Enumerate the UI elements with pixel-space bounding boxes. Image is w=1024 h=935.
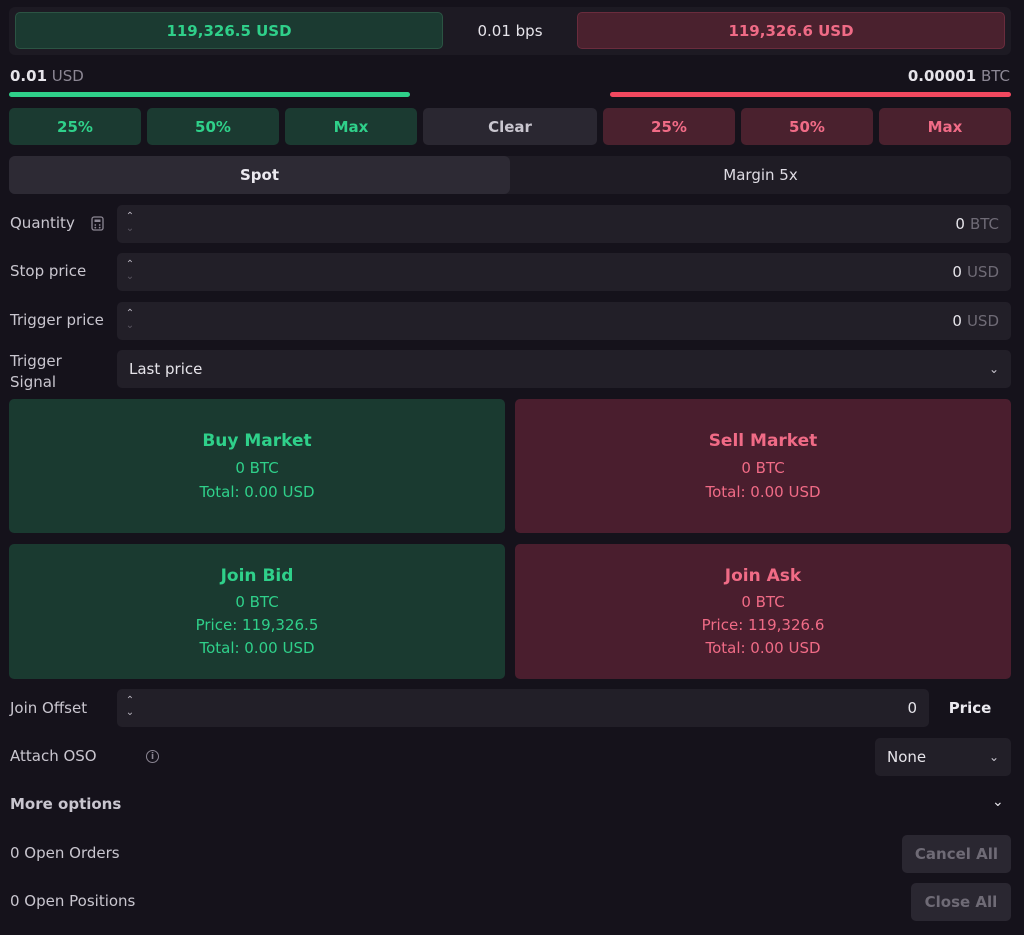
attach-oso-select[interactable]: None ⌄ <box>875 738 1011 776</box>
stop-price-input[interactable]: ⌃ ⌄ 0 USD <box>117 253 1011 291</box>
sell-size-unit: BTC <box>980 67 1010 85</box>
chevron-down-icon: ⌄ <box>988 362 999 376</box>
more-options-toggle[interactable]: More options <box>10 795 122 813</box>
quantity-label: Quantity <box>10 214 75 232</box>
stop-price-label: Stop price <box>10 262 87 280</box>
open-positions-count: 0 Open Positions <box>10 892 136 910</box>
best-bid-button[interactable]: 119,326.5 USD <box>15 12 443 49</box>
info-icon[interactable]: i <box>146 750 159 763</box>
join-offset-input[interactable]: ⌃ ⌄ 0 <box>117 689 929 727</box>
clear-button[interactable]: Clear <box>423 108 597 145</box>
join-offset-stepper[interactable]: ⌃ ⌄ <box>125 695 135 718</box>
spread-readout: 0.01 bps <box>477 21 543 40</box>
join-offset-unit-toggle[interactable]: Price <box>948 699 992 717</box>
buy-market-title: Buy Market <box>202 431 312 451</box>
join-bid-qty: 0 BTC <box>235 593 279 611</box>
join-offset-value: 0 <box>907 699 917 717</box>
sell-25-button[interactable]: 25% <box>603 108 735 145</box>
buy-25-button[interactable]: 25% <box>9 108 141 145</box>
cancel-all-button[interactable]: Cancel All <box>902 835 1011 873</box>
best-ask-button[interactable]: 119,326.6 USD <box>577 12 1005 49</box>
buy-size-bar <box>9 92 410 97</box>
join-ask-price: Price: 119,326.6 <box>701 616 825 634</box>
sell-market-total: Total: 0.00 USD <box>705 483 821 501</box>
tab-margin[interactable]: Margin 5x <box>723 166 798 184</box>
calculator-icon[interactable] <box>91 216 104 235</box>
join-bid-title: Join Bid <box>220 566 294 586</box>
stop-price-stepper[interactable]: ⌃ ⌄ <box>125 259 135 282</box>
chevron-down-icon: ⌄ <box>988 750 999 764</box>
trigger-price-stepper[interactable]: ⌃ ⌄ <box>125 308 135 331</box>
trigger-price-input[interactable]: ⌃ ⌄ 0 USD <box>117 302 1011 340</box>
buy-size-unit: USD <box>51 67 84 85</box>
join-offset-label: Join Offset <box>10 699 88 717</box>
buy-market-qty: 0 BTC <box>235 459 279 477</box>
quantity-stepper[interactable]: ⌃ ⌄ <box>125 211 135 234</box>
quantity-value: 0 <box>955 215 965 233</box>
open-orders-count: 0 Open Orders <box>10 844 120 862</box>
trigger-signal-label: Trigger Signal <box>10 352 62 391</box>
buy-50-button[interactable]: 50% <box>147 108 279 145</box>
join-ask-qty: 0 BTC <box>741 593 785 611</box>
sell-market-qty: 0 BTC <box>741 459 785 477</box>
sell-market-title: Sell Market <box>708 431 818 451</box>
attach-oso-label: Attach OSO <box>10 747 97 765</box>
sell-50-button[interactable]: 50% <box>741 108 873 145</box>
buy-max-button[interactable]: Max <box>285 108 417 145</box>
stop-price-unit: USD <box>966 263 999 281</box>
sell-size: 0.00001 BTC <box>908 67 1010 85</box>
buy-size-value: 0.01 <box>10 67 48 85</box>
sell-size-bar <box>610 92 1011 97</box>
tab-spot[interactable]: Spot <box>9 156 510 194</box>
quantity-unit: BTC <box>969 215 999 233</box>
stop-price-value: 0 <box>952 263 962 281</box>
trigger-signal-select[interactable]: Last price ⌄ <box>117 350 1011 388</box>
trigger-signal-value: Last price <box>129 360 203 378</box>
join-ask-total: Total: 0.00 USD <box>705 639 821 657</box>
buy-market-total: Total: 0.00 USD <box>199 483 315 501</box>
join-ask-title: Join Ask <box>724 566 802 586</box>
join-bid-price: Price: 119,326.5 <box>195 616 319 634</box>
sell-size-value: 0.00001 <box>907 67 977 85</box>
trigger-price-value: 0 <box>952 312 962 330</box>
sell-max-button[interactable]: Max <box>879 108 1011 145</box>
buy-market-button[interactable]: Buy Market 0 BTC Total: 0.00 USD <box>9 399 505 533</box>
join-bid-total: Total: 0.00 USD <box>199 639 315 657</box>
trigger-price-label: Trigger price <box>10 311 104 329</box>
attach-oso-value: None <box>887 748 927 766</box>
join-bid-button[interactable]: Join Bid 0 BTC Price: 119,326.5 Total: 0… <box>9 544 505 679</box>
sell-market-button[interactable]: Sell Market 0 BTC Total: 0.00 USD <box>515 399 1011 533</box>
chevron-down-icon[interactable]: ⌄ <box>992 794 1004 810</box>
quantity-input[interactable]: ⌃ ⌄ 0 BTC <box>117 205 1011 243</box>
close-all-button[interactable]: Close All <box>911 883 1011 921</box>
trigger-price-unit: USD <box>966 312 999 330</box>
join-ask-button[interactable]: Join Ask 0 BTC Price: 119,326.6 Total: 0… <box>515 544 1011 679</box>
buy-size: 0.01 USD <box>10 67 84 85</box>
